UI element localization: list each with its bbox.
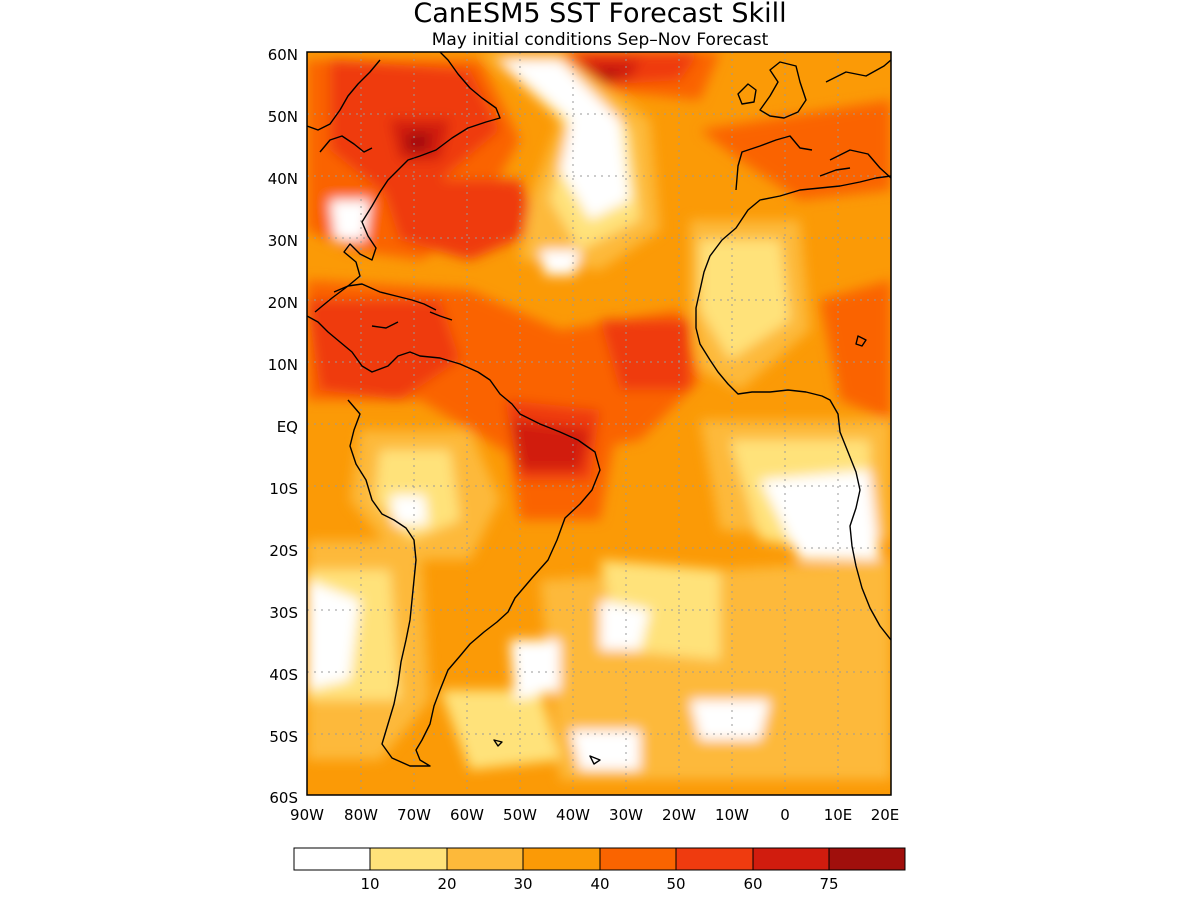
- lon-tick-label: 50W: [503, 806, 537, 824]
- lat-tick-label: 50N: [268, 108, 298, 126]
- lat-tick-label: 20S: [269, 542, 298, 560]
- colorbar: 10 20 30 40 50 60 75: [293, 847, 906, 893]
- colorbar-bin: [446, 847, 524, 871]
- colorbar-label: 30: [513, 875, 532, 893]
- skill-field: [307, 52, 891, 780]
- coastlines: [307, 52, 891, 767]
- lat-tick-label: 60N: [268, 46, 298, 64]
- lon-tick-label: 40W: [556, 806, 590, 824]
- colorbar-bin: [752, 847, 830, 871]
- colorbar-label: 75: [819, 875, 838, 893]
- colorbar-bin: [369, 847, 448, 871]
- colorbar-label: 20: [437, 875, 456, 893]
- lon-tick-label: 10W: [715, 806, 749, 824]
- colorbar-bin: [599, 847, 677, 871]
- lat-tick-label: 50S: [269, 728, 298, 746]
- skill-map: [307, 52, 891, 795]
- colorbar-bin: [828, 847, 906, 871]
- map-frame: [306, 51, 892, 796]
- lat-tick-label: 30S: [269, 604, 298, 622]
- colorbar-bin: [522, 847, 601, 871]
- graticule: [307, 52, 891, 795]
- lat-tick-label: 30N: [268, 232, 298, 250]
- lon-tick-label: 70W: [397, 806, 431, 824]
- chart-title: CanESM5 SST Forecast Skill: [413, 0, 786, 29]
- lon-tick-label: 20E: [871, 806, 900, 824]
- lat-tick-label: 60S: [269, 789, 298, 807]
- chart-subtitle: May initial conditions Sep–Nov Forecast: [432, 30, 769, 50]
- lon-tick-label: 90W: [290, 806, 324, 824]
- lat-tick-label: 10N: [268, 356, 298, 374]
- lon-tick-label: 80W: [344, 806, 378, 824]
- lat-tick-label: 20N: [268, 294, 298, 312]
- lon-tick-label: 60W: [450, 806, 484, 824]
- lon-tick-label: 20W: [662, 806, 696, 824]
- lat-tick-label: 40N: [268, 170, 298, 188]
- colorbar-label: 50: [666, 875, 685, 893]
- lat-tick-label: 10S: [269, 480, 298, 498]
- colorbar-label: 10: [360, 875, 379, 893]
- lon-tick-label: 0: [780, 806, 790, 824]
- lon-tick-label: 30W: [609, 806, 643, 824]
- latitude-axis: 60N 50N 40N 30N 20N 10N EQ 10S 20S 30S 4…: [268, 46, 298, 807]
- colorbar-label: 60: [743, 875, 762, 893]
- lat-tick-label: EQ: [277, 418, 298, 436]
- longitude-axis: 90W 80W 70W 60W 50W 40W 30W 20W 10W 0 10…: [290, 806, 899, 824]
- lat-tick-label: 40S: [269, 666, 298, 684]
- colorbar-bin: [675, 847, 754, 871]
- lon-tick-label: 10E: [824, 806, 853, 824]
- colorbar-label: 40: [590, 875, 609, 893]
- colorbar-bin: [293, 847, 371, 871]
